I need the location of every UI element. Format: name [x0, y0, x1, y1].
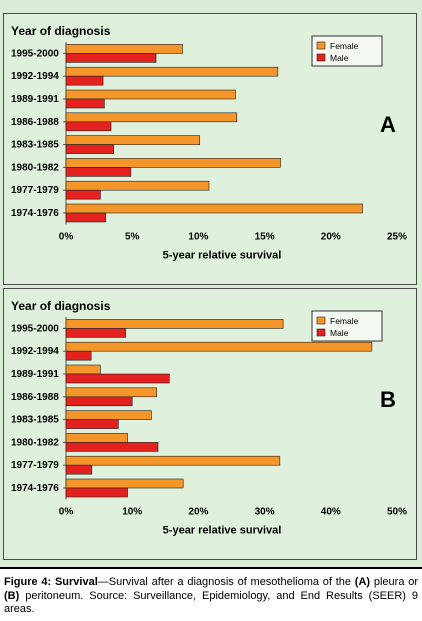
chart-b-category-label: 1992-1994 — [11, 346, 59, 357]
chart-b-legend-label-female: Female — [330, 316, 359, 326]
chart-a-bar-female — [65, 66, 279, 77]
chart-a-legend-label-male: Male — [330, 53, 349, 63]
chart-b-bar-female — [65, 410, 152, 420]
chart-b-x-tick-label: 30% — [255, 506, 275, 517]
chart-a-category-label: 1995-2000 — [11, 48, 59, 59]
chart-b-category-label: 1980-1982 — [11, 437, 59, 448]
chart-a-legend-swatch-female — [316, 41, 326, 50]
chart-a-bar-male — [65, 189, 101, 200]
chart-b-x-tick-label: 50% — [387, 506, 407, 517]
chart-a-bar-female — [65, 112, 238, 123]
chart-b-category-label: 1974-1976 — [11, 483, 59, 494]
chart-b-bar-female — [65, 319, 284, 329]
chart-b-panel-letter: B — [380, 387, 396, 412]
panel-b: Year of diagnosis 1995-2000 1992-1994 1989-… — [3, 288, 417, 560]
chart-a-bar-female — [65, 180, 210, 191]
chart-a-bar-male — [65, 98, 105, 109]
chart-a-x-tick-label: 5% — [125, 231, 140, 242]
chart-b: Year of diagnosis 1995-2000 1992-1994 1989-… — [11, 299, 407, 536]
chart-b-bar-male — [65, 464, 93, 475]
chart-a-bar-male — [65, 53, 157, 63]
chart-a-bar-female — [65, 89, 236, 100]
chart-b-bar-female — [65, 387, 157, 398]
chart-b-bar-male — [65, 373, 170, 384]
chart-a-title: Year of diagnosis — [11, 24, 111, 38]
chart-a-category-label: 1986-1988 — [11, 117, 59, 128]
figure-caption: Figure 4: Survival—Survival after a diag… — [4, 576, 418, 617]
chart-b-bar-female — [65, 455, 281, 466]
caption-text: —Survival after a diagnosis of mesotheli… — [97, 576, 355, 588]
chart-b-category-label: 1989-1991 — [11, 369, 59, 380]
chart-b-x-tick-label: 40% — [321, 506, 341, 517]
chart-b-bar-male — [65, 419, 119, 429]
chart-a-legend-label-female: Female — [330, 41, 359, 51]
chart-a: Year of diagnosis 1995-2000 1992-1994 1989-… — [11, 24, 407, 261]
chart-b-bar-male — [65, 442, 159, 452]
chart-b-bar-male — [65, 350, 92, 361]
chart-b-x-tick-label: 10% — [122, 506, 142, 517]
chart-b-bar-female — [65, 364, 101, 375]
chart-a-category-label: 1989-1991 — [11, 94, 59, 105]
chart-a-bar-male — [65, 212, 107, 223]
chart-a-bar-female — [65, 135, 201, 145]
chart-b-title: Year of diagnosis — [11, 299, 111, 313]
caption-label: Figure 4: Survival — [4, 576, 98, 588]
chart-a-category-label: 1974-1976 — [11, 208, 59, 219]
chart-b-bar-male — [65, 396, 133, 407]
chart-b-x-tick-label: 20% — [188, 506, 208, 517]
chart-a-x-tick-label: 25% — [387, 231, 407, 242]
chart-a-x-tick-label: 15% — [255, 231, 275, 242]
chart-b-bar-male — [65, 487, 128, 498]
chart-a-x-tick-label: 0% — [59, 231, 74, 242]
chart-a-bar-male — [65, 167, 132, 177]
chart-a-legend: Female Male — [311, 35, 383, 67]
panel-a: Year of diagnosis 1995-2000 1992-1994 1989-… — [3, 13, 417, 285]
caption-mid: pleura or — [370, 576, 418, 588]
chart-b-category-label: 1986-1988 — [11, 392, 59, 403]
chart-b-bar-female — [65, 433, 128, 443]
chart-a-x-axis-label: 5-year relative survival — [163, 249, 282, 261]
caption-b: (B) — [4, 589, 20, 602]
chart-b-category-label: 1995-2000 — [11, 323, 59, 334]
chart-b-bar-male — [65, 328, 126, 338]
chart-b-legend: Female Male — [311, 310, 383, 342]
chart-b-category-label: 1983-1985 — [11, 415, 59, 426]
chart-a-x-tick-label: 20% — [321, 231, 341, 242]
chart-a-category-label: 1992-1994 — [11, 71, 59, 82]
chart-b-bar-female — [65, 341, 373, 352]
chart-a-category-label: 1977-1979 — [11, 185, 59, 196]
chart-b-legend-swatch-female — [316, 316, 326, 325]
chart-b-legend-swatch-male — [316, 328, 326, 337]
chart-a-bar-female — [65, 158, 281, 168]
chart-a-panel-letter: A — [380, 112, 396, 137]
chart-a-bar-male — [65, 121, 112, 132]
chart-a-bar-male — [65, 75, 104, 86]
chart-a-bar-female — [65, 203, 363, 214]
chart-b-category-label: 1977-1979 — [11, 460, 59, 471]
chart-a-bar-female — [65, 44, 183, 54]
caption-divider — [0, 567, 422, 569]
chart-b-legend-label-male: Male — [330, 328, 349, 338]
chart-a-bar-male — [65, 144, 114, 154]
chart-a-legend-swatch-male — [316, 53, 326, 62]
chart-b-x-axis-label: 5-year relative survival — [163, 524, 282, 536]
chart-b-bar-female — [65, 478, 184, 489]
chart-a-x-tick-label: 10% — [188, 231, 208, 242]
caption-a: (A) — [354, 576, 371, 588]
chart-b-x-tick-label: 0% — [59, 506, 74, 517]
chart-a-category-label: 1983-1985 — [11, 140, 59, 151]
chart-a-category-label: 1980-1982 — [11, 162, 59, 173]
caption-rest: peritoneum. Source: Surveillance, Epidem… — [4, 589, 418, 616]
